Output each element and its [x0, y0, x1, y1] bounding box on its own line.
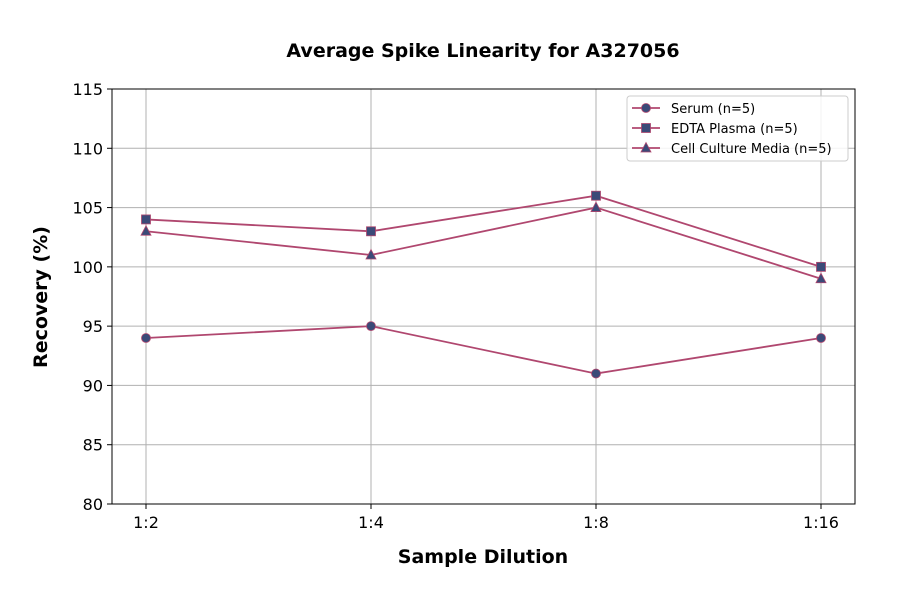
x-tick-label: 1:16 — [803, 513, 839, 532]
data-point — [140, 224, 152, 236]
y-tick-label: 100 — [72, 258, 103, 277]
data-point — [815, 272, 827, 284]
legend-label: Serum (n=5) — [671, 102, 755, 117]
series-line — [145, 325, 822, 375]
data-point — [816, 333, 826, 343]
y-tick-label: 105 — [72, 199, 103, 218]
y-tick-label: 80 — [83, 495, 103, 514]
x-tick-label: 1:2 — [133, 513, 159, 532]
series-line — [145, 206, 822, 280]
series — [141, 190, 826, 272]
series-line — [145, 194, 822, 268]
data-point — [141, 333, 151, 343]
chart-title: Average Spike Linearity for A327056 — [286, 40, 679, 62]
y-tick-label: 110 — [72, 139, 103, 158]
legend-marker — [640, 141, 652, 153]
data-point — [365, 248, 377, 260]
data-point — [366, 321, 376, 332]
y-tick-label: 90 — [83, 376, 103, 395]
y-tick-label: 95 — [83, 317, 103, 336]
y-tick-label: 115 — [72, 80, 103, 99]
x-tick-label: 1:8 — [583, 513, 609, 532]
data-point — [591, 368, 601, 379]
data-point — [816, 261, 826, 272]
legend-marker — [641, 123, 651, 133]
data-point — [590, 201, 602, 212]
plot-frame — [111, 88, 856, 505]
legend-marker — [641, 103, 651, 113]
legend-box — [626, 95, 849, 162]
data-point — [591, 190, 601, 201]
data-point — [366, 226, 376, 237]
legend-label: EDTA Plasma (n=5) — [671, 122, 798, 137]
x-tick-label: 1:4 — [358, 513, 384, 532]
series — [140, 201, 827, 284]
y-tick-label: 85 — [83, 436, 103, 455]
legend-label: Cell Culture Media (n=5) — [671, 142, 832, 157]
y-axis-label: Recovery (%) — [30, 226, 52, 368]
x-axis-label: Sample Dilution — [398, 546, 568, 568]
series — [141, 321, 826, 379]
legend: Serum (n=5) EDTA Plasma (n=5) Cell Culture… — [626, 95, 849, 162]
data-point — [141, 214, 151, 225]
